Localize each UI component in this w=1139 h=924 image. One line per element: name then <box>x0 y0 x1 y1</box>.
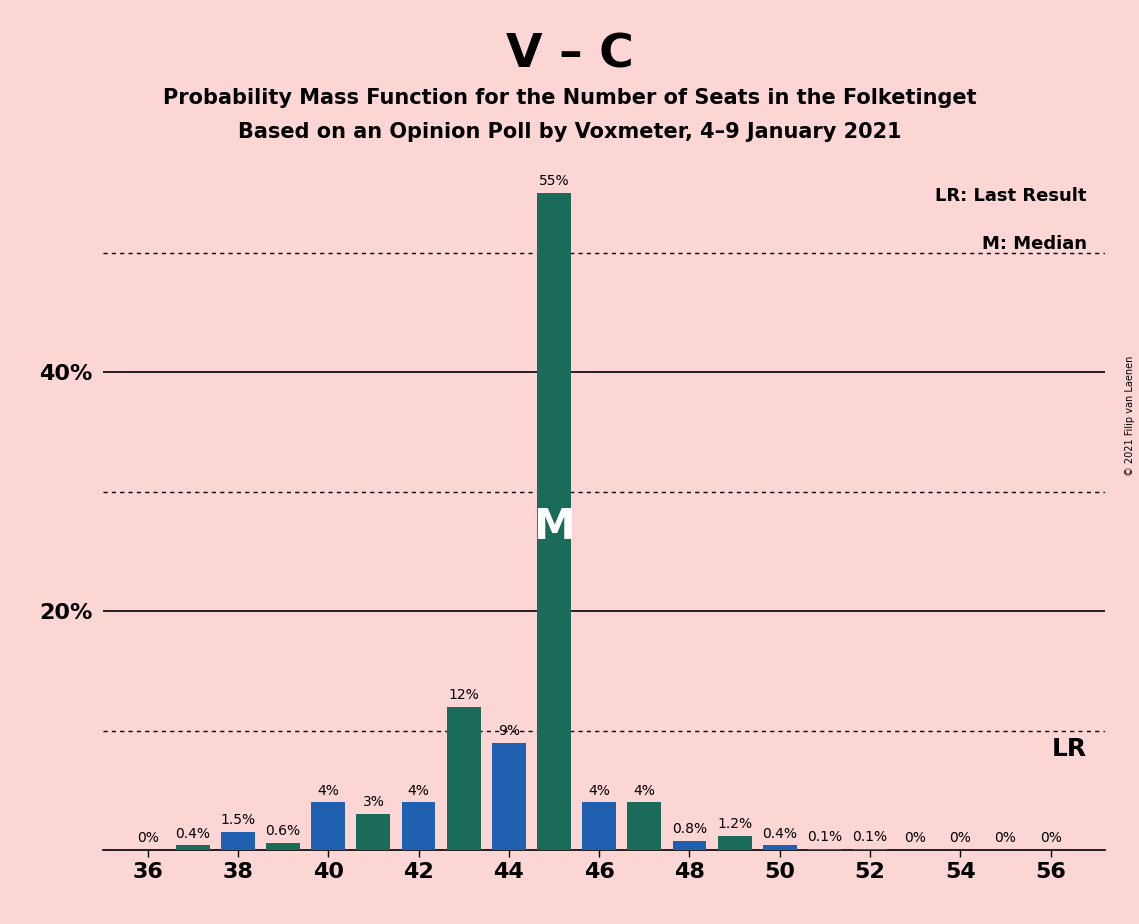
Text: 0.6%: 0.6% <box>265 824 301 838</box>
Text: LR: LR <box>1051 736 1087 760</box>
Text: M: M <box>533 506 575 549</box>
Text: 4%: 4% <box>408 784 429 797</box>
Bar <box>311 802 345 850</box>
Text: 0.1%: 0.1% <box>808 830 843 845</box>
Bar <box>221 833 255 850</box>
Text: 4%: 4% <box>633 784 655 797</box>
Bar <box>492 743 526 850</box>
Bar <box>808 849 842 850</box>
Text: 0%: 0% <box>994 832 1016 845</box>
Text: 1.5%: 1.5% <box>220 813 255 827</box>
Text: 1.2%: 1.2% <box>718 817 752 831</box>
Text: 0.1%: 0.1% <box>852 830 887 845</box>
Bar <box>267 843 300 850</box>
Text: 55%: 55% <box>539 174 570 188</box>
Text: 0%: 0% <box>1040 832 1062 845</box>
Bar <box>402 802 435 850</box>
Text: 0%: 0% <box>904 832 926 845</box>
Bar <box>763 845 796 850</box>
Text: 3%: 3% <box>362 796 384 809</box>
Bar <box>582 802 616 850</box>
Bar <box>175 845 210 850</box>
Text: Probability Mass Function for the Number of Seats in the Folketinget: Probability Mass Function for the Number… <box>163 88 976 108</box>
Text: M: Median: M: Median <box>982 235 1087 253</box>
Text: V – C: V – C <box>506 32 633 78</box>
Text: 12%: 12% <box>449 688 480 702</box>
Text: Based on an Opinion Poll by Voxmeter, 4–9 January 2021: Based on an Opinion Poll by Voxmeter, 4–… <box>238 122 901 142</box>
Bar <box>672 841 706 850</box>
Text: 0.8%: 0.8% <box>672 821 707 835</box>
Text: 0.4%: 0.4% <box>762 827 797 841</box>
Text: 4%: 4% <box>318 784 339 797</box>
Text: 4%: 4% <box>588 784 611 797</box>
Bar <box>628 802 662 850</box>
Text: LR: Last Result: LR: Last Result <box>935 187 1087 205</box>
Text: 0%: 0% <box>137 832 158 845</box>
Bar <box>718 835 752 850</box>
Bar <box>446 707 481 850</box>
Text: 0%: 0% <box>950 832 972 845</box>
Text: 9%: 9% <box>498 723 519 737</box>
Bar <box>853 849 887 850</box>
Bar <box>538 193 571 850</box>
Text: 0.4%: 0.4% <box>175 827 211 841</box>
Text: © 2021 Filip van Laenen: © 2021 Filip van Laenen <box>1125 356 1134 476</box>
Bar <box>357 814 391 850</box>
